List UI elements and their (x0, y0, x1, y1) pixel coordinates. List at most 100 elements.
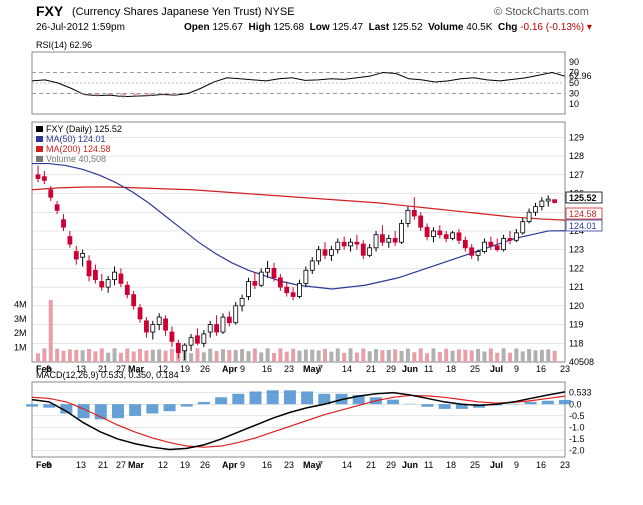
x-tick-label: 23 (284, 364, 294, 374)
price-tick-label: 122 (569, 263, 584, 273)
macd-histogram-bar (146, 404, 159, 414)
candle-body (233, 305, 239, 324)
macd-tick-label: -2.0 (569, 446, 585, 456)
security-full-name: (Currency Shares Japanese Yen Trust) (72, 6, 262, 18)
volume-bar (157, 349, 162, 362)
volume-bar (118, 352, 123, 362)
volume-bar (131, 351, 136, 362)
volume-bar (74, 349, 79, 362)
candle-body (105, 279, 111, 288)
volume-bar (533, 350, 538, 362)
macd-histogram-bar (524, 401, 537, 405)
macd-tick-label: -1.5 (569, 434, 585, 444)
candle-body (188, 337, 194, 346)
candle-body (488, 241, 494, 247)
volume-bar (507, 352, 512, 362)
ma50-value-box-text: 124.01 (569, 221, 597, 231)
candle-body (348, 241, 353, 247)
macd-panel: MACD(12,26,9) 0.533, 0.350, 0.184 0.5330.… (26, 370, 592, 458)
volume-bar (80, 350, 85, 362)
x-tick-label: 11 (424, 364, 433, 374)
candle-body (182, 344, 188, 352)
brand-logo[interactable]: © StockCharts.com (494, 6, 589, 18)
candle-body (35, 174, 41, 179)
exchange-label: NYSE (264, 6, 295, 18)
candle-body (335, 241, 341, 251)
volume-bar (495, 352, 500, 362)
macd-histogram-bar (232, 393, 245, 405)
legend-swatch (36, 156, 43, 162)
x-tick-label: Jun (402, 460, 418, 470)
candle-body (552, 199, 558, 203)
volume-bar (342, 352, 347, 362)
rsi-tick-label: 30 (569, 89, 579, 99)
x-tick-label: 16 (536, 460, 546, 470)
rsi-oversold-fill (94, 93, 100, 96)
candle-body (144, 320, 149, 333)
candle-body (175, 342, 181, 354)
price-tick-label: 118 (569, 338, 583, 348)
rsi-oversold-fill (159, 93, 165, 95)
low-label: Low (309, 22, 330, 33)
x-tick-label: 9 (514, 364, 519, 374)
macd-histogram-bar (60, 404, 73, 414)
candle-body (137, 307, 143, 320)
volume-bar (93, 351, 98, 362)
candle-body (93, 269, 98, 281)
rsi-tick-label: 62.96 (569, 71, 592, 81)
volume-bar (431, 348, 436, 362)
chg-value: -0.16 (-0.13%) (520, 22, 585, 33)
x-tick-label: 9 (240, 460, 245, 470)
macd-title: MACD(12,26,9) 0.533, 0.350, 0.184 (36, 370, 179, 380)
rsi-oversold-fill (107, 93, 113, 96)
candle-body (494, 245, 500, 251)
x-tick-label: Apr (222, 364, 238, 374)
high-value: 125.68 (273, 22, 305, 33)
macd-tick-label: 0.533 (569, 388, 592, 398)
x-tick-label: 6 (46, 364, 51, 374)
candle-body (373, 234, 379, 249)
candle-body (112, 271, 117, 281)
quote-datetime: 26-Jul-2012 1:59pm (36, 22, 125, 33)
candle-body (545, 198, 551, 202)
x-tick-label: Mar (128, 364, 145, 374)
candle-body (195, 335, 200, 344)
volume-bar (316, 350, 321, 362)
volume-bar (380, 350, 385, 362)
x-tick-label: 13 (76, 364, 86, 374)
macd-histogram-bar (559, 399, 571, 405)
macd-histogram-bar (215, 397, 228, 405)
x-tick-label: Mar (128, 460, 145, 470)
x-tick-label: 14 (342, 364, 352, 374)
x-tick-label: 6 (46, 460, 51, 470)
volume-bar (361, 348, 366, 362)
candle-body (131, 294, 137, 307)
candle-body (437, 230, 443, 236)
candle-body (99, 281, 105, 288)
rsi-oversold-fill (81, 93, 87, 95)
volume-bar (482, 351, 487, 362)
macd-frame (31, 381, 566, 458)
candle-body (290, 292, 296, 297)
macd-histogram-bar (301, 391, 314, 405)
chg-label: Chg (497, 22, 518, 33)
volume-bar (444, 348, 449, 362)
volume-bar (87, 349, 92, 362)
legend-entry: FXY (Daily) 125.52 (46, 124, 122, 134)
open-value: 125.67 (212, 22, 243, 33)
volume-bar (48, 300, 53, 362)
candle-body (303, 269, 309, 284)
candle-body (214, 324, 219, 333)
ma200-value-box (565, 207, 603, 220)
x-tick-label: 13 (76, 460, 86, 470)
volume-bar (546, 349, 551, 362)
legend-entry: MA(50) 124.01 (46, 134, 106, 144)
price-tick-label: 127 (569, 170, 584, 180)
volume-bar (520, 351, 525, 362)
candle-body (41, 176, 47, 181)
price-tick-label: 123 (569, 245, 584, 255)
volume-label: Volume (428, 22, 464, 33)
macd-histogram-bar (438, 404, 451, 409)
volume-bar (469, 350, 474, 362)
